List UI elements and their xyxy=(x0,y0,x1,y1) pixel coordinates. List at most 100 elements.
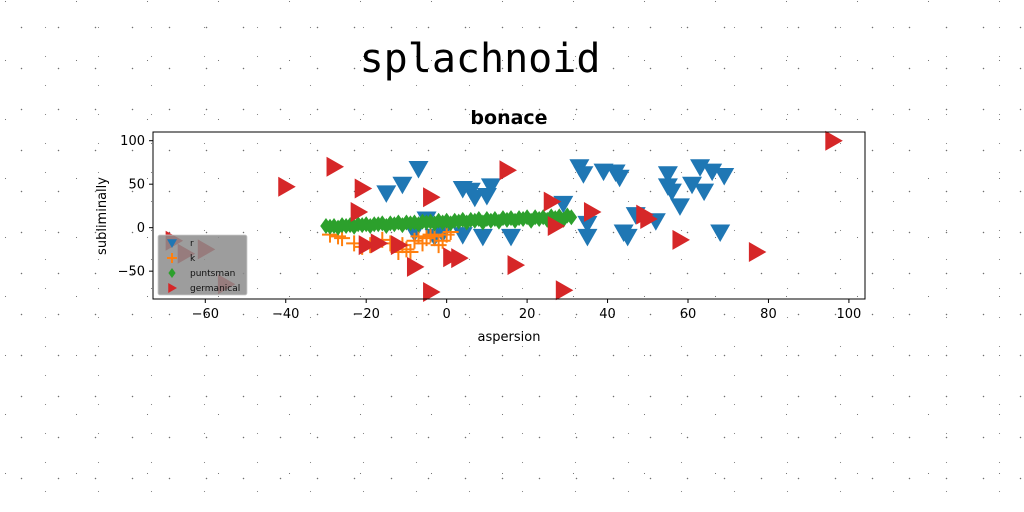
point-germanical-9 xyxy=(370,233,389,254)
y-tick-label: −50 xyxy=(118,265,145,280)
point-puntsman-32 xyxy=(340,217,352,234)
point-germanical-8 xyxy=(358,235,377,256)
figure-title: splachnoid xyxy=(359,36,601,82)
point-puntsman-59 xyxy=(525,212,537,229)
point-puntsman-47 xyxy=(332,219,344,236)
point-puntsman-46 xyxy=(565,209,578,226)
point-puntsman-34 xyxy=(372,216,385,233)
point-r-13 xyxy=(472,228,493,247)
points-layer xyxy=(165,130,843,303)
x-tick-label: −60 xyxy=(192,307,219,322)
point-puntsman-56 xyxy=(477,214,489,231)
point-germanical-10 xyxy=(390,235,409,256)
legend-label-germanical: germanical xyxy=(190,284,240,294)
point-r-31 xyxy=(682,176,703,195)
point-puntsman-36 xyxy=(404,215,417,232)
legend-label-r: r xyxy=(190,239,194,249)
x-tick-label: 60 xyxy=(680,307,697,322)
chart-title: bonace xyxy=(470,107,547,129)
y-tick-label: 100 xyxy=(120,134,145,149)
point-puntsman-58 xyxy=(509,212,521,229)
point-puntsman-55 xyxy=(461,214,473,231)
point-germanical-25 xyxy=(748,242,767,263)
x-tick-label: 20 xyxy=(519,307,536,322)
legend-marker-k xyxy=(167,253,177,263)
point-germanical-5 xyxy=(326,156,345,177)
point-germanical-18 xyxy=(543,191,562,212)
point-puntsman-37 xyxy=(420,214,433,231)
point-k-15 xyxy=(418,230,435,247)
point-puntsman-52 xyxy=(412,216,425,233)
point-k-20 xyxy=(438,226,455,243)
point-k-11 xyxy=(402,244,419,261)
point-k-12 xyxy=(406,232,423,249)
point-puntsman-57 xyxy=(493,213,505,230)
point-puntsman-31 xyxy=(324,218,336,235)
x-tick-label: 80 xyxy=(760,307,777,322)
point-germanical-17 xyxy=(507,255,526,276)
point-germanical-20 xyxy=(555,280,574,301)
point-r-14 xyxy=(501,228,522,247)
point-r-33 xyxy=(694,183,715,202)
point-germanical-11 xyxy=(406,256,425,277)
point-r-8 xyxy=(480,178,501,196)
point-puntsman-42 xyxy=(501,211,513,228)
point-germanical-7 xyxy=(350,202,369,223)
point-r-24 xyxy=(617,228,638,247)
point-r-36 xyxy=(714,167,735,186)
point-germanical-16 xyxy=(499,160,517,181)
legend-label-k: k xyxy=(190,254,196,264)
point-germanical-6 xyxy=(354,178,373,199)
y-tick-label: 0 xyxy=(137,221,145,236)
x-tick-label: 100 xyxy=(836,307,861,322)
point-puntsman-44 xyxy=(533,210,545,227)
point-germanical-19 xyxy=(547,215,566,236)
point-r-6 xyxy=(464,189,485,208)
point-puntsman-33 xyxy=(356,217,368,234)
point-puntsman-53 xyxy=(428,215,441,232)
point-puntsman-43 xyxy=(517,210,529,227)
legend-marker-puntsman xyxy=(168,268,176,278)
point-germanical-24 xyxy=(672,229,690,250)
y-ticks: −50 0 50 100 xyxy=(118,134,153,280)
point-r-17 xyxy=(573,166,594,184)
point-r-19 xyxy=(577,228,598,247)
point-puntsman-51 xyxy=(396,217,409,234)
point-germanical-15 xyxy=(451,248,469,269)
point-r-22 xyxy=(609,169,630,188)
point-r-30 xyxy=(669,198,690,216)
legend-marker-germanical xyxy=(168,283,177,293)
point-germanical-26 xyxy=(825,130,843,151)
point-germanical-12 xyxy=(423,187,441,208)
x-tick-label: 0 xyxy=(443,307,451,322)
point-r-35 xyxy=(710,224,731,243)
legend-marker-r xyxy=(167,239,177,248)
legend-label-puntsman: puntsman xyxy=(190,269,235,279)
point-puntsman-50 xyxy=(380,217,393,234)
plot-frame xyxy=(152,131,866,300)
legend-box xyxy=(157,234,248,296)
point-r-27 xyxy=(657,166,678,184)
point-r-2 xyxy=(408,161,429,179)
x-tick-label: −20 xyxy=(352,307,379,322)
point-puntsman-41 xyxy=(485,212,497,229)
x-axis-label: aspersion xyxy=(478,330,541,345)
point-puntsman-38 xyxy=(436,214,449,231)
point-germanical-13 xyxy=(423,282,441,303)
point-r-12 xyxy=(452,227,473,245)
point-r-18 xyxy=(577,215,598,234)
point-germanical-21 xyxy=(583,202,602,223)
point-puntsman-49 xyxy=(364,217,376,234)
point-puntsman-35 xyxy=(388,216,401,233)
point-puntsman-48 xyxy=(348,218,360,235)
legend: rk puntsman germanical xyxy=(157,234,248,296)
point-puntsman-39 xyxy=(452,213,465,230)
point-r-0 xyxy=(376,185,397,203)
point-puntsman-54 xyxy=(444,215,457,232)
x-tick-label: 40 xyxy=(599,307,616,322)
point-germanical-23 xyxy=(640,208,658,229)
y-axis-label: subliminally xyxy=(95,177,110,255)
x-tick-label: −40 xyxy=(272,307,299,322)
x-ticks: −60 −40 −20 0 20 40 60 80 100 xyxy=(192,299,861,322)
